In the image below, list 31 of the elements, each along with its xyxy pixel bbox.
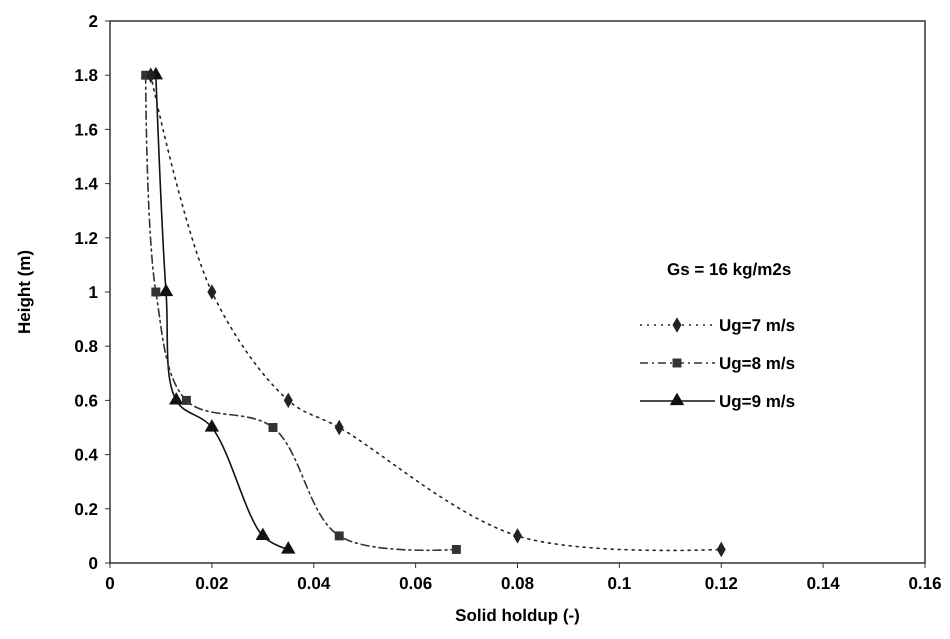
x-tick-label: 0.1 — [608, 574, 632, 593]
point — [452, 544, 461, 554]
x-tick-label: 0.16 — [908, 574, 942, 593]
x-tick-label: 0.02 — [195, 574, 228, 593]
y-tick-label: 0.4 — [74, 446, 99, 465]
x-tick-label: 0.12 — [704, 574, 738, 593]
x-axis-title: Solid holdup (-) — [455, 606, 580, 625]
x-tick-label: 0 — [105, 574, 115, 593]
point — [182, 396, 191, 405]
y-tick-label: 0.6 — [74, 391, 98, 410]
point — [151, 288, 160, 296]
legend-label: Ug=8 m/s — [719, 354, 796, 373]
legend-label: Ug=7 m/s — [719, 316, 796, 335]
x-tick-label: 0.06 — [399, 574, 432, 593]
legend-title: Gs = 16 kg/m2s — [667, 260, 792, 279]
y-tick-label: 1.2 — [74, 228, 98, 248]
point — [334, 531, 344, 540]
y-tick-label: 0.8 — [74, 337, 98, 356]
x-tick-label: 0.14 — [806, 574, 840, 593]
y-tick-label: 1.4 — [74, 174, 99, 194]
point — [268, 423, 278, 432]
x-tick-label: 0.08 — [500, 574, 534, 593]
y-tick-label: 0.2 — [74, 500, 98, 519]
y-tick-label: 1.8 — [74, 66, 98, 86]
y-tick-label: 2 — [88, 12, 98, 31]
y-tick-label: 1.6 — [74, 120, 98, 140]
y-tick-label: 0 — [88, 554, 98, 573]
x-tick-label: 0.04 — [297, 574, 331, 593]
y-tick-label: 1 — [88, 283, 98, 302]
y-axis-title: Height (m) — [15, 250, 34, 334]
legend-label: Ug=9 m/s — [719, 392, 796, 411]
